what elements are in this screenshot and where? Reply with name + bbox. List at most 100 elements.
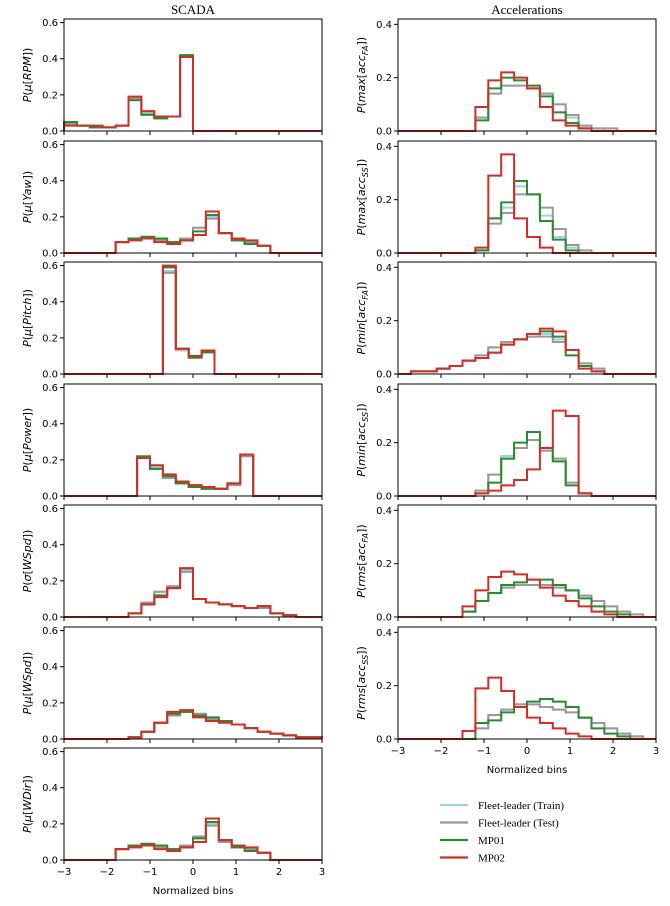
y-tick-label: 0.2 bbox=[42, 90, 58, 101]
y-axis-label-p-wdir: P(μ[WDir]) bbox=[21, 775, 34, 833]
y-tick-label: 0.6 bbox=[42, 504, 58, 515]
legend-label: Fleet-leader (Test) bbox=[478, 818, 559, 830]
series-mp02 bbox=[64, 567, 322, 618]
y-axis-label-p-rms-acc-ss: P(rms[accSS]) bbox=[355, 646, 370, 720]
panel-p-wdir: 0.0 0.2 0.4 0.6 −3 −2 −1 0 1 2 3 P(μ[WDir]) bbox=[21, 747, 325, 878]
y-tick-label: 0.4 bbox=[42, 783, 58, 794]
panel-p-yaw: 0.0 0.2 0.4 0.6 P(μ[Yaw]) bbox=[21, 140, 323, 260]
series-mp01 bbox=[64, 266, 322, 375]
column-title-accelerations: Accelerations bbox=[491, 2, 562, 17]
axes-frame bbox=[63, 504, 323, 618]
y-tick-label: 0.6 bbox=[42, 18, 58, 29]
y-tick-label: 0.2 bbox=[42, 455, 58, 466]
series-mp02 bbox=[398, 570, 656, 618]
y-axis-label-p-rpm: P(μ[RPM]) bbox=[21, 48, 34, 103]
x-axis-label-scada: Normalized bins bbox=[153, 886, 234, 897]
panel-p-min-acc-ss: 0.0 0.2 0.4 P(min[accSS]) bbox=[355, 383, 657, 503]
panel-p-wspd: 0.0 0.2 0.4 0.6 P(μ[WSpd]) bbox=[21, 626, 323, 746]
y-tick-label: 0.2 bbox=[376, 316, 392, 327]
y-axis-label-p-pitch: P(μ[Pitch]) bbox=[21, 289, 34, 347]
y-tick-label: 0.0 bbox=[376, 492, 392, 503]
x-tick-label: −1 bbox=[477, 746, 492, 757]
panels: 0.0 0.2 0.4 0.6 P(μ[RPM]) 0.0 0.2 0.4 0.6 P(μ[Yaw… bbox=[21, 18, 659, 878]
legend: Fleet-leader (Train) Fleet-leader (Test) M… bbox=[440, 800, 564, 865]
y-tick-label: 0.0 bbox=[42, 735, 58, 746]
series-fleet-leader-train bbox=[64, 455, 322, 497]
y-axis-label-p-max-acc-fa: P(max[accFA]) bbox=[355, 37, 370, 113]
x-tick-label: 0 bbox=[190, 867, 196, 878]
y-tick-label: 0.4 bbox=[376, 20, 392, 31]
panel-p-rms-acc-ss: 0.0 0.2 0.4 −3 −2 −1 0 1 2 3 P(rms[accSS]) bbox=[355, 626, 659, 757]
y-tick-label: 0.4 bbox=[42, 662, 58, 673]
y-tick-label: 0.0 bbox=[42, 856, 58, 867]
y-tick-label: 0.0 bbox=[42, 127, 58, 138]
axes-frame bbox=[397, 18, 657, 132]
x-tick-label: −2 bbox=[434, 746, 449, 757]
y-tick-label: 0.4 bbox=[376, 263, 392, 274]
y-axis-label-p-power: P(μ[Power]) bbox=[21, 408, 34, 472]
x-tick-label: −3 bbox=[57, 867, 72, 878]
y-tick-label: 0.0 bbox=[376, 735, 392, 746]
y-tick-label: 0.0 bbox=[42, 492, 58, 503]
legend-item-mp02: MP02 bbox=[440, 853, 505, 865]
y-tick-label: 0.4 bbox=[42, 54, 58, 65]
series-mp02 bbox=[64, 817, 322, 861]
series-fleet-leader-test bbox=[398, 84, 656, 132]
y-tick-label: 0.2 bbox=[42, 576, 58, 587]
x-tick-label: 3 bbox=[653, 746, 659, 757]
y-axis-label-p-min-acc-ss: P(min[accSS]) bbox=[355, 403, 370, 476]
axes-frame bbox=[397, 626, 657, 740]
x-tick-label: 3 bbox=[319, 867, 325, 878]
x-tick-label: 0 bbox=[524, 746, 530, 757]
y-tick-label: 0.6 bbox=[42, 747, 58, 758]
y-tick-label: 0.4 bbox=[376, 142, 392, 153]
y-tick-label: 0.2 bbox=[42, 819, 58, 830]
legend-label: Fleet-leader (Train) bbox=[478, 800, 564, 812]
y-tick-label: 0.6 bbox=[42, 261, 58, 272]
series-mp01 bbox=[64, 453, 322, 497]
axes-frame bbox=[397, 261, 657, 375]
y-tick-label: 0.0 bbox=[42, 370, 58, 381]
y-tick-label: 0.2 bbox=[376, 438, 392, 449]
panel-p-wspd: 0.0 0.2 0.4 0.6 P(σ[WSpd]) bbox=[21, 504, 323, 624]
y-tick-label: 0.2 bbox=[376, 73, 392, 84]
panel-p-rpm: 0.0 0.2 0.4 0.6 P(μ[RPM]) bbox=[21, 18, 323, 138]
y-tick-label: 0.4 bbox=[42, 297, 58, 308]
y-tick-label: 0.0 bbox=[42, 249, 58, 260]
panel-p-max-acc-ss: 0.0 0.2 0.4 P(max[accSS]) bbox=[355, 140, 657, 260]
x-tick-label: 2 bbox=[276, 867, 282, 878]
y-tick-label: 0.2 bbox=[376, 195, 392, 206]
y-tick-label: 0.4 bbox=[376, 385, 392, 396]
y-tick-label: 0.2 bbox=[42, 212, 58, 223]
axes-frame bbox=[63, 383, 323, 497]
y-tick-label: 0.0 bbox=[376, 127, 392, 138]
legend-item-fleet-leader-test: Fleet-leader (Test) bbox=[440, 818, 559, 830]
axes-frame bbox=[63, 626, 323, 740]
y-axis-label-p-yaw: P(μ[Yaw]) bbox=[21, 171, 34, 223]
panel-p-rms-acc-fa: 0.0 0.2 0.4 P(rms[accFA]) bbox=[355, 504, 657, 624]
series-mp02 bbox=[398, 71, 656, 132]
x-axis-label-accelerations: Normalized bins bbox=[487, 765, 568, 776]
series-fleet-leader-train bbox=[398, 84, 656, 132]
series-mp02 bbox=[398, 327, 656, 375]
y-tick-label: 0.4 bbox=[42, 419, 58, 430]
x-tick-label: 1 bbox=[233, 867, 239, 878]
panel-p-min-acc-fa: 0.0 0.2 0.4 P(min[accFA]) bbox=[355, 261, 657, 381]
y-tick-label: 0.4 bbox=[376, 506, 392, 517]
legend-item-fleet-leader-train: Fleet-leader (Train) bbox=[440, 800, 564, 812]
axes-frame bbox=[397, 504, 657, 618]
y-tick-label: 0.6 bbox=[42, 626, 58, 637]
panel-p-max-acc-fa: 0.0 0.2 0.4 P(max[accFA]) bbox=[355, 18, 657, 138]
series-mp02 bbox=[398, 409, 656, 497]
panel-p-pitch: 0.0 0.2 0.4 0.6 P(μ[Pitch]) bbox=[21, 261, 323, 381]
x-tick-label: 1 bbox=[567, 746, 573, 757]
y-tick-label: 0.0 bbox=[376, 370, 392, 381]
panel-p-power: 0.0 0.2 0.4 0.6 P(μ[Power]) bbox=[21, 383, 323, 503]
y-axis-label-p-wspd: P(μ[WSpd]) bbox=[21, 652, 34, 715]
series-mp01 bbox=[398, 431, 656, 497]
series-mp02 bbox=[63, 55, 322, 132]
y-tick-label: 0.6 bbox=[42, 383, 58, 394]
series-mp01 bbox=[398, 698, 656, 740]
y-axis-label-p-rms-acc-fa: P(rms[accFA]) bbox=[355, 524, 370, 597]
